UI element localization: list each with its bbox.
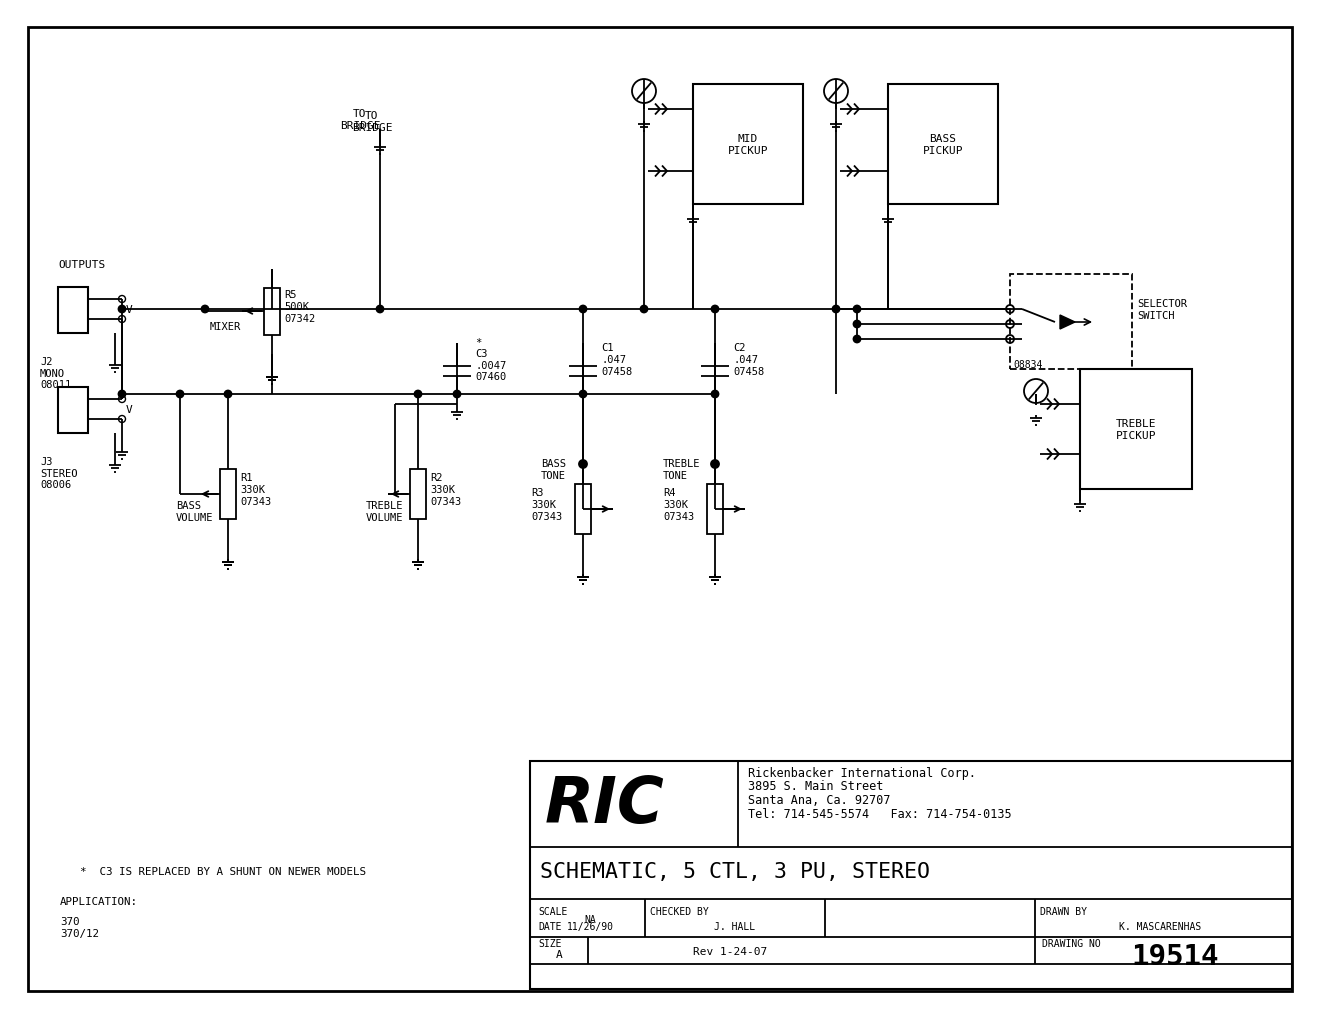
- Bar: [888, 85, 998, 205]
- Text: NA: NA: [585, 914, 595, 924]
- Text: CHECKED BY: CHECKED BY: [649, 906, 709, 916]
- Text: R3
330K
07343: R3 330K 07343: [531, 488, 562, 521]
- Text: Rickenbacker International Corp.: Rickenbacker International Corp.: [748, 766, 975, 780]
- Text: SIZE: SIZE: [539, 938, 561, 948]
- Text: V: V: [125, 405, 133, 415]
- Circle shape: [414, 391, 421, 398]
- Bar: [1080, 370, 1192, 489]
- Text: TREBLE
PICKUP: TREBLE PICKUP: [1115, 419, 1156, 440]
- Text: SCALE: SCALE: [539, 906, 568, 916]
- Circle shape: [711, 306, 718, 313]
- Circle shape: [454, 391, 461, 398]
- Text: TREBLE
VOLUME: TREBLE VOLUME: [366, 500, 404, 523]
- Text: BASS
PICKUP: BASS PICKUP: [923, 135, 964, 156]
- Text: J2
MONO
08011: J2 MONO 08011: [40, 357, 71, 390]
- Circle shape: [854, 336, 861, 343]
- Text: SELECTOR
SWITCH: SELECTOR SWITCH: [1137, 299, 1187, 321]
- Text: V: V: [125, 305, 133, 315]
- Bar: [220, 470, 236, 520]
- Text: BASS
VOLUME: BASS VOLUME: [176, 500, 214, 523]
- Text: R4
330K
07343: R4 330K 07343: [663, 488, 694, 521]
- Polygon shape: [1060, 316, 1074, 330]
- Circle shape: [579, 391, 586, 398]
- Text: TO
BRIDGE: TO BRIDGE: [351, 111, 392, 132]
- Text: OUTPUTS: OUTPUTS: [58, 260, 106, 270]
- Circle shape: [579, 306, 586, 313]
- Circle shape: [711, 391, 718, 398]
- Circle shape: [202, 306, 209, 313]
- Text: Tel: 714-545-5574   Fax: 714-754-0135: Tel: 714-545-5574 Fax: 714-754-0135: [748, 808, 1011, 820]
- Circle shape: [640, 306, 648, 313]
- Text: TREBLE
TONE: TREBLE TONE: [663, 459, 701, 480]
- Circle shape: [833, 306, 840, 313]
- Text: 08834: 08834: [1012, 360, 1043, 370]
- Circle shape: [224, 391, 231, 398]
- Text: R5
500K
07342: R5 500K 07342: [284, 290, 315, 323]
- Bar: [58, 387, 88, 433]
- Text: K. MASCARENHAS: K. MASCARENHAS: [1119, 921, 1201, 931]
- Circle shape: [711, 461, 719, 469]
- Text: R1
330K
07343: R1 330K 07343: [240, 473, 271, 506]
- Text: J. HALL: J. HALL: [714, 921, 755, 931]
- Text: C2
.047
07458: C2 .047 07458: [733, 343, 764, 376]
- Circle shape: [177, 391, 183, 398]
- Circle shape: [854, 306, 861, 313]
- Bar: [531, 761, 1292, 989]
- Text: *
C3
.0047
07460: * C3 .0047 07460: [475, 337, 507, 382]
- Text: R2
330K
07343: R2 330K 07343: [430, 473, 461, 506]
- Text: A: A: [556, 949, 562, 959]
- Text: 3895 S. Main Street: 3895 S. Main Street: [748, 780, 883, 793]
- Text: SCHEMATIC, 5 CTL, 3 PU, STEREO: SCHEMATIC, 5 CTL, 3 PU, STEREO: [540, 861, 931, 881]
- Text: APPLICATION:: APPLICATION:: [59, 896, 139, 906]
- Bar: [58, 287, 88, 333]
- Text: 370
370/12: 370 370/12: [59, 916, 99, 937]
- Text: Rev 1-24-07: Rev 1-24-07: [693, 946, 767, 956]
- Text: 11/26/90: 11/26/90: [566, 921, 614, 931]
- Text: DATE: DATE: [539, 921, 561, 931]
- Text: 19514: 19514: [1131, 943, 1218, 970]
- Text: MIXER: MIXER: [210, 322, 242, 331]
- Circle shape: [579, 461, 587, 469]
- Circle shape: [854, 321, 861, 328]
- Circle shape: [376, 306, 384, 313]
- Circle shape: [119, 391, 125, 398]
- Text: DRAWING NO: DRAWING NO: [1041, 938, 1101, 948]
- Bar: [1010, 275, 1133, 370]
- Bar: [411, 470, 426, 520]
- Bar: [576, 485, 591, 534]
- Text: BASS
TONE: BASS TONE: [541, 459, 566, 480]
- Bar: [708, 485, 723, 534]
- Text: Santa Ana, Ca. 92707: Santa Ana, Ca. 92707: [748, 794, 891, 807]
- Bar: [264, 288, 280, 335]
- Circle shape: [119, 306, 125, 313]
- Text: RIC: RIC: [545, 773, 665, 836]
- Text: MID
PICKUP: MID PICKUP: [727, 135, 768, 156]
- Bar: [693, 85, 803, 205]
- Text: *  C3 IS REPLACED BY A SHUNT ON NEWER MODELS: * C3 IS REPLACED BY A SHUNT ON NEWER MOD…: [81, 866, 366, 876]
- Text: DRAWN BY: DRAWN BY: [1040, 906, 1086, 916]
- Text: J3
STEREO
08006: J3 STEREO 08006: [40, 457, 78, 490]
- Text: TO
BRIDGE: TO BRIDGE: [339, 109, 380, 130]
- Text: C1
.047
07458: C1 .047 07458: [601, 343, 632, 376]
